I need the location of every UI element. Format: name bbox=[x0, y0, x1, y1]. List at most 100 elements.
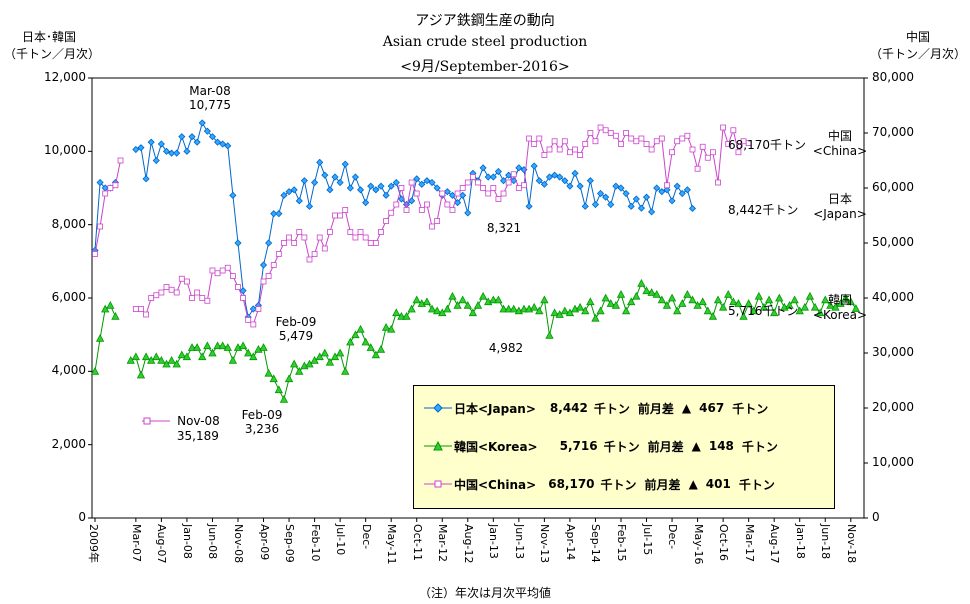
china-point bbox=[194, 289, 201, 296]
china-point bbox=[745, 140, 752, 146]
china-point bbox=[388, 209, 395, 216]
korea-point bbox=[448, 291, 457, 300]
china-point bbox=[664, 182, 670, 189]
korea-point bbox=[310, 355, 319, 364]
annotation-jan13-japan: 8,321 bbox=[486, 221, 522, 235]
right-axis-tick-label: 30,000 bbox=[872, 345, 914, 359]
series-layer bbox=[90, 119, 861, 403]
x-axis-tick-label: Feb-10 bbox=[308, 524, 322, 562]
china-point bbox=[383, 218, 389, 224]
china-point bbox=[240, 295, 246, 301]
korea-point bbox=[831, 302, 840, 311]
china-point bbox=[694, 165, 701, 172]
china-point bbox=[229, 273, 236, 279]
japan-point bbox=[540, 180, 548, 188]
korea-point bbox=[805, 291, 815, 300]
china-point bbox=[715, 179, 721, 186]
china-point bbox=[531, 141, 538, 147]
china-point bbox=[612, 132, 619, 139]
x-axis-tick-label: Jan-08 bbox=[180, 524, 194, 559]
china-point bbox=[577, 152, 584, 158]
japan-point bbox=[591, 200, 600, 209]
korea-point bbox=[560, 306, 569, 315]
korea-point bbox=[356, 324, 365, 333]
china-point bbox=[587, 130, 594, 136]
legend-japan-diff-value: 467 bbox=[699, 401, 725, 415]
korea-point bbox=[535, 306, 544, 315]
right-axis-tick-label: 40,000 bbox=[872, 290, 914, 304]
china-point bbox=[107, 185, 114, 191]
china-point bbox=[480, 185, 487, 191]
japan-point bbox=[561, 177, 569, 185]
china-point bbox=[679, 135, 686, 142]
japan-point bbox=[596, 189, 605, 198]
china-point bbox=[408, 179, 415, 186]
annotation-jan13-korea: 4,982 bbox=[488, 341, 524, 355]
legend-row-japan: 日本<Japan> 8,442 千トン 前月差 ▲ 467 千トン bbox=[424, 398, 768, 418]
china-point bbox=[638, 135, 645, 142]
annotation-feb09-japan-value: 5,479 bbox=[278, 329, 314, 343]
japan-point bbox=[408, 197, 416, 205]
korea-point bbox=[739, 311, 748, 320]
china-point bbox=[429, 223, 435, 230]
china-point bbox=[117, 157, 124, 164]
nov08-marker-line bbox=[142, 417, 170, 424]
china-point bbox=[143, 311, 149, 318]
korea-point bbox=[244, 348, 253, 357]
korea-point bbox=[111, 311, 120, 320]
korea-point bbox=[366, 343, 375, 351]
japan-point bbox=[428, 178, 436, 187]
end-label-japan-value: 8,442千トン bbox=[728, 203, 799, 217]
legend-china-diff-label: 前月差 bbox=[644, 477, 681, 492]
korea-point bbox=[407, 304, 416, 313]
china-point bbox=[362, 234, 369, 241]
japan-point bbox=[392, 178, 400, 187]
china-point bbox=[189, 295, 195, 301]
china-point bbox=[291, 240, 298, 246]
left-axis-tick-label: 6,000 bbox=[51, 290, 86, 304]
china-point bbox=[704, 154, 711, 161]
korea-point bbox=[259, 343, 268, 351]
korea-point bbox=[463, 300, 472, 309]
korea-point bbox=[453, 300, 462, 309]
japan-point bbox=[602, 193, 610, 201]
right-axis-tick-label: 20,000 bbox=[872, 400, 914, 414]
korea-point bbox=[770, 308, 779, 317]
japan-point bbox=[142, 175, 150, 183]
korea-point bbox=[540, 295, 549, 304]
japan-point bbox=[305, 202, 314, 210]
japan-point bbox=[346, 184, 354, 192]
korea-point bbox=[616, 289, 626, 298]
korea-point bbox=[703, 306, 712, 315]
korea-point bbox=[642, 286, 651, 295]
japan-point bbox=[372, 186, 380, 194]
japan-point bbox=[341, 160, 349, 168]
korea-point bbox=[172, 359, 181, 368]
korea-point bbox=[136, 370, 146, 379]
korea-point bbox=[596, 306, 605, 315]
china-point bbox=[699, 143, 706, 150]
china-point bbox=[224, 264, 231, 271]
korea-point bbox=[606, 299, 615, 307]
china-point bbox=[327, 229, 333, 235]
china-point bbox=[725, 141, 732, 147]
korea-point bbox=[530, 302, 539, 311]
left-axis-tick-label: 4,000 bbox=[51, 363, 86, 378]
korea-point bbox=[167, 355, 176, 364]
x-axis-tick-label: Nov-13 bbox=[538, 524, 552, 564]
x-axis-tick-label: Nov-18 bbox=[844, 524, 858, 564]
japan-point bbox=[229, 191, 237, 199]
china-point bbox=[311, 251, 318, 257]
korea-point bbox=[305, 359, 314, 368]
legend-row-china: 中国<China> 68,170 千トン 前月差 ▲ 401 千トン bbox=[424, 474, 775, 494]
korea-point bbox=[790, 295, 799, 304]
japan-point bbox=[203, 127, 211, 135]
japan-point bbox=[157, 140, 165, 148]
korea-point bbox=[208, 348, 217, 357]
china-point bbox=[372, 240, 379, 246]
japan-point bbox=[351, 173, 360, 181]
korea-point bbox=[836, 299, 845, 307]
china-point bbox=[628, 135, 635, 142]
japan-point bbox=[280, 191, 288, 199]
japan-point bbox=[356, 186, 365, 194]
